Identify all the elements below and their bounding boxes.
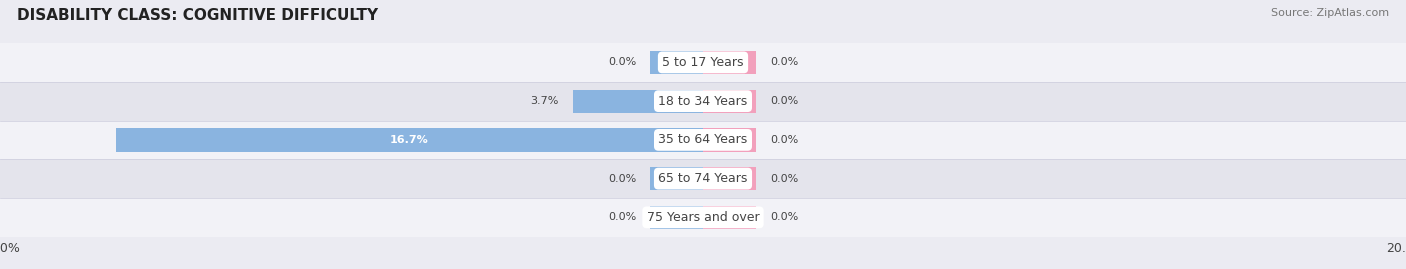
Text: 35 to 64 Years: 35 to 64 Years — [658, 133, 748, 146]
Bar — [0, 198, 1406, 237]
Text: 18 to 34 Years: 18 to 34 Years — [658, 95, 748, 108]
Text: 0.0%: 0.0% — [770, 174, 799, 184]
Bar — [0, 159, 1406, 198]
Text: 16.7%: 16.7% — [389, 135, 429, 145]
Text: Source: ZipAtlas.com: Source: ZipAtlas.com — [1271, 8, 1389, 18]
Text: 0.0%: 0.0% — [607, 212, 637, 222]
Bar — [0, 121, 1406, 159]
Text: 5 to 17 Years: 5 to 17 Years — [662, 56, 744, 69]
Bar — [574, 90, 703, 113]
Text: 0.0%: 0.0% — [770, 135, 799, 145]
Bar — [650, 51, 703, 74]
Text: 65 to 74 Years: 65 to 74 Years — [658, 172, 748, 185]
Bar — [650, 167, 703, 190]
Text: 75 Years and over: 75 Years and over — [647, 211, 759, 224]
Text: 0.0%: 0.0% — [770, 57, 799, 68]
Bar — [703, 51, 756, 74]
Text: 0.0%: 0.0% — [770, 96, 799, 106]
Bar — [115, 128, 703, 151]
Text: 0.0%: 0.0% — [607, 174, 637, 184]
Text: 0.0%: 0.0% — [770, 212, 799, 222]
Bar — [703, 128, 756, 151]
Bar — [703, 206, 756, 229]
Text: DISABILITY CLASS: COGNITIVE DIFFICULTY: DISABILITY CLASS: COGNITIVE DIFFICULTY — [17, 8, 378, 23]
Bar — [0, 82, 1406, 121]
Bar — [0, 43, 1406, 82]
Bar — [703, 90, 756, 113]
Text: 0.0%: 0.0% — [607, 57, 637, 68]
Text: 3.7%: 3.7% — [530, 96, 560, 106]
Bar — [650, 206, 703, 229]
Bar — [703, 167, 756, 190]
